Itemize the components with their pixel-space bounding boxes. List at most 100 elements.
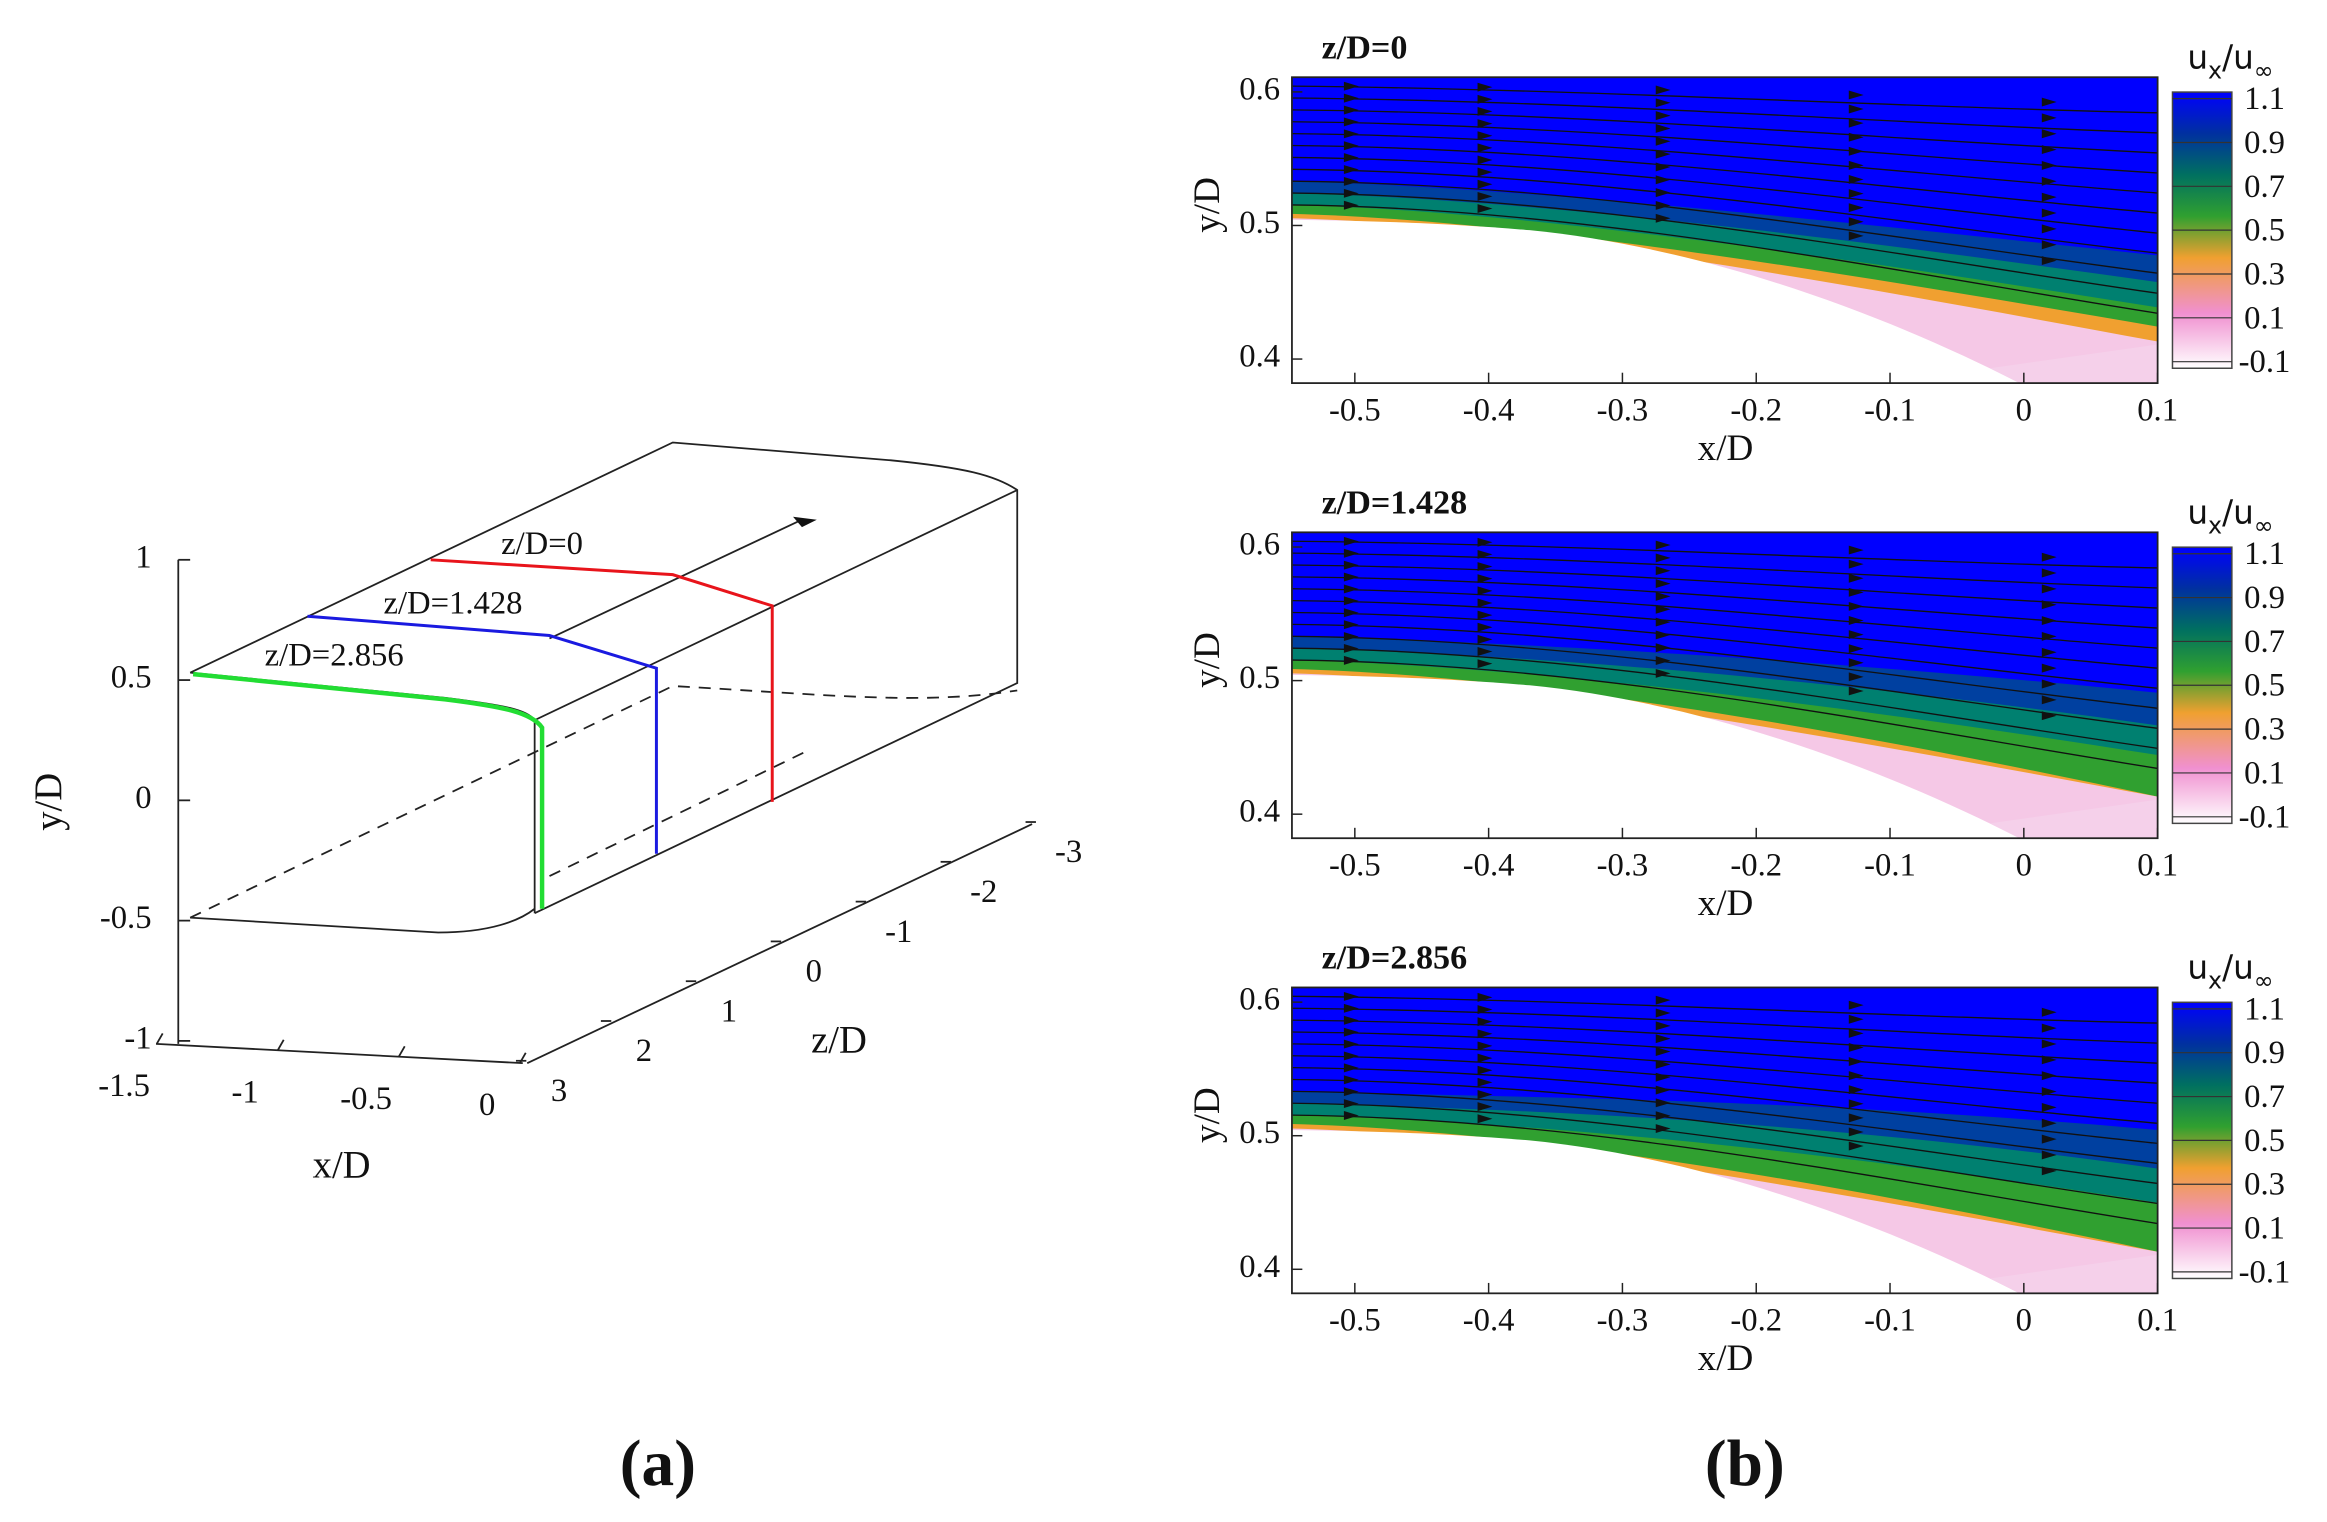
stream-arrow (1848, 1028, 1864, 1038)
stream-arrow (1343, 620, 1359, 630)
frame (1291, 531, 2159, 840)
stream-arrow (1477, 574, 1493, 584)
streamline (1291, 552, 2158, 589)
y-tick-label: 0.6 (1239, 527, 1280, 563)
hidden-edges (189, 685, 1018, 919)
stream-arrow (1655, 1021, 1671, 1031)
x-tick-label: -0.4 (1463, 392, 1515, 428)
x-tick-label: -0.1 (1864, 392, 1916, 428)
stream-arrow (1655, 995, 1671, 1005)
stream-arrow (2041, 208, 2057, 218)
stream-arrow (1477, 598, 1493, 608)
stream-arrow (1477, 1102, 1493, 1112)
plot-title: z/D=1.428 (1322, 484, 1468, 521)
x-tick-label: -0.1 (1864, 847, 1916, 883)
streamline (1291, 1007, 2158, 1044)
stream-arrow (1655, 656, 1671, 666)
x-tick-label: -0.3 (1597, 847, 1649, 883)
colorbar-tick-label: 0.1 (2244, 300, 2285, 336)
stream-arrow (1655, 617, 1671, 627)
stream-arrow (1343, 1087, 1359, 1097)
stream-arrow (2041, 1087, 2057, 1096)
stream-arrow (1343, 1111, 1359, 1120)
y-tick-label: -0.5 (100, 900, 152, 936)
stream-arrow (1655, 136, 1671, 146)
stream-arrow (1848, 658, 1864, 668)
stream-arrow (1655, 630, 1671, 640)
streamline (1291, 168, 2158, 254)
cut-line-red (430, 558, 774, 802)
stream-arrow (1848, 217, 1864, 227)
label-part: /u (2222, 949, 2254, 987)
colorbar-tick-label: 0.3 (2244, 712, 2285, 748)
stream-arrow (1655, 540, 1671, 550)
colorbar-label: ux/u∞ (2187, 494, 2273, 539)
stream-arrow (1343, 1015, 1359, 1025)
stream-arrow (2041, 1071, 2057, 1081)
stream-arrow (1343, 188, 1359, 198)
stream-arrow (1655, 604, 1671, 614)
stream-arrow (1655, 1098, 1671, 1108)
stream-arrow (1477, 1077, 1493, 1087)
colorbar-label: ux/u∞ (2187, 949, 2273, 994)
x-tick-label: 0.1 (2137, 1303, 2178, 1339)
label-part: u (2187, 38, 2208, 76)
streamline (1291, 204, 2158, 314)
cut-line-green (192, 671, 545, 909)
colorbar-tick-label: 1.1 (2244, 536, 2285, 572)
stream-arrow (1343, 129, 1359, 139)
z-axis-label: z/D (811, 1020, 867, 1062)
streamline (1291, 540, 2158, 569)
stream-arrow (1343, 596, 1359, 606)
streamline (1291, 635, 2158, 729)
stream-arrow (1848, 601, 1864, 611)
streamline (1291, 192, 2158, 294)
cut-line-blue (307, 614, 658, 854)
field (1291, 77, 2158, 384)
stream-arrow (1655, 1085, 1671, 1095)
stream-arrow (1655, 175, 1671, 185)
stream-arrow (1343, 200, 1359, 210)
panel-a: z/D=0 z/D=1.428 z/D=2.856 y/D x/D z/D (a… (28, 441, 1082, 1500)
x-tick-label: -0.2 (1730, 1303, 1782, 1339)
streamline (1291, 144, 2158, 214)
label-part: x (2208, 56, 2222, 84)
field (1291, 987, 2158, 1294)
stream-arrow (1655, 643, 1671, 653)
x-tick-label: -0.5 (1329, 1303, 1381, 1339)
x-axis (155, 1042, 523, 1065)
stream-arrow (1655, 1072, 1671, 1082)
stream-arrow (1477, 179, 1493, 189)
panel-label: (b) (1705, 1428, 1785, 1500)
z-tick-label: 0 (806, 954, 822, 990)
z-tick-label: 1 (721, 993, 737, 1029)
contour-plot: -0.5 -0.4 -0.3 -0.2 -0.1 0 0.1 0.4 0.5 0.6 z/D=0 x/… (1187, 29, 2291, 469)
stream-arrow (2041, 695, 2057, 705)
y-tick-label: 0.5 (1239, 205, 1280, 241)
colorbar-label: ux/u∞ (2187, 38, 2273, 83)
frame (1291, 986, 2159, 1295)
stream-arrow (1477, 549, 1493, 559)
stream-arrow (1343, 1075, 1359, 1085)
stream-arrow (1848, 1042, 1864, 1052)
streamline (1291, 1043, 2158, 1104)
stream-arrow (2041, 679, 2057, 689)
stream-arrow (1477, 992, 1493, 1002)
stream-arrow (1655, 149, 1671, 159)
streamline (1291, 1102, 2158, 1205)
stream-arrow (1655, 591, 1671, 601)
y-tick-label: -1 (124, 1020, 151, 1056)
stream-arrow (2041, 1102, 2057, 1112)
stream-arrow (1848, 104, 1864, 114)
colorbar-tick-label: 0.1 (2244, 755, 2285, 791)
x-tick (276, 1039, 285, 1051)
stream-arrow (1343, 991, 1359, 1001)
stream-arrow (1477, 1053, 1493, 1063)
label-part: ∞ (2254, 56, 2274, 84)
stream-arrow (2041, 552, 2057, 562)
label-part: x (2208, 966, 2222, 994)
stream-arrow (1477, 622, 1493, 632)
y-tick-label: 0.5 (1239, 660, 1280, 696)
colorbar-tick-label: 0.7 (2244, 169, 2285, 205)
